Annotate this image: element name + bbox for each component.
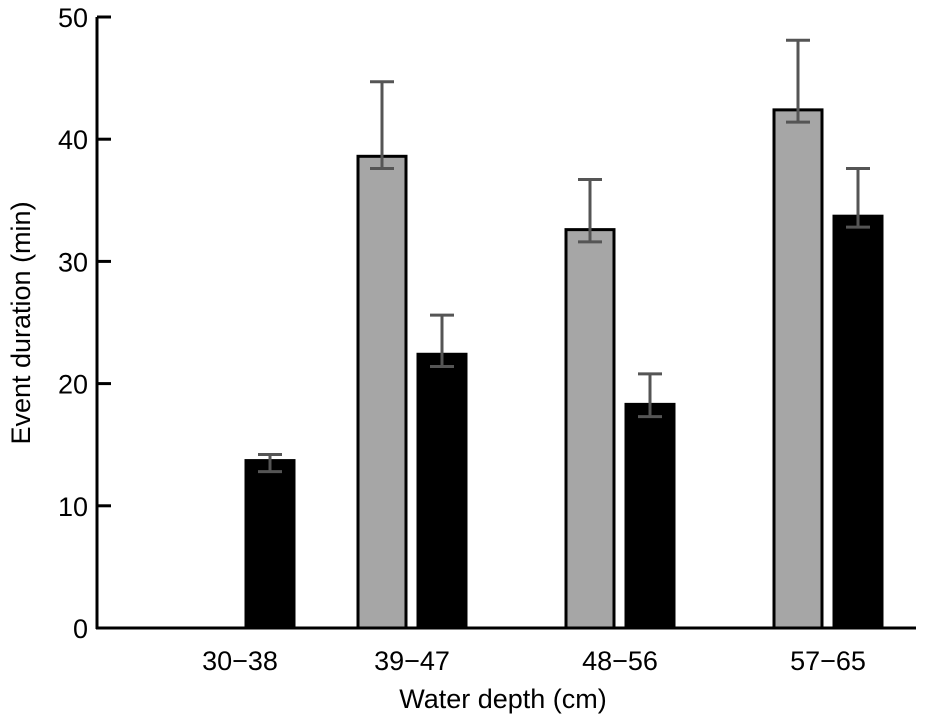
error-bar-series1-1 bbox=[370, 80, 394, 171]
bar-series2-1 bbox=[416, 352, 468, 630]
bar-series1-1 bbox=[356, 154, 408, 630]
y-tick-label-50: 50 bbox=[58, 3, 88, 33]
x-tick-label-3: 57−65 bbox=[790, 646, 866, 676]
x-tick-label-1: 39−47 bbox=[374, 646, 450, 676]
error-bars-layer bbox=[258, 38, 870, 474]
y-axis-title: Event duration (min) bbox=[6, 201, 36, 444]
x-tick-label-0: 30−38 bbox=[202, 646, 278, 676]
bar-series2-2 bbox=[624, 402, 676, 630]
error-bar-series2-0 bbox=[258, 452, 282, 474]
error-bar-series2-3 bbox=[846, 167, 870, 229]
bar-series1-2 bbox=[564, 228, 616, 630]
x-ticks-layer: 30−38 39−47 48−56 57−65 bbox=[202, 646, 866, 676]
x-axis-title: Water depth (cm) bbox=[399, 684, 607, 714]
error-bar-series1-2 bbox=[578, 178, 602, 244]
y-tick-label-20: 20 bbox=[58, 370, 88, 400]
error-bar-series2-1 bbox=[430, 313, 454, 368]
error-bar-series1-3 bbox=[786, 38, 810, 124]
y-tick-label-10: 10 bbox=[58, 492, 88, 522]
bar-series2-0 bbox=[244, 459, 296, 630]
y-tick-label-30: 30 bbox=[58, 247, 88, 277]
y-tick-label-40: 40 bbox=[58, 125, 88, 155]
bar-series1-3 bbox=[772, 108, 824, 630]
bars-layer bbox=[244, 108, 884, 630]
axes-layer bbox=[95, 17, 916, 630]
x-tick-label-2: 48−56 bbox=[582, 646, 658, 676]
error-bar-series2-2 bbox=[638, 372, 662, 419]
bar-series2-3 bbox=[832, 214, 884, 630]
y-ticks-layer: 0 10 20 30 40 50 bbox=[58, 3, 111, 644]
y-tick-label-0: 0 bbox=[73, 614, 88, 644]
